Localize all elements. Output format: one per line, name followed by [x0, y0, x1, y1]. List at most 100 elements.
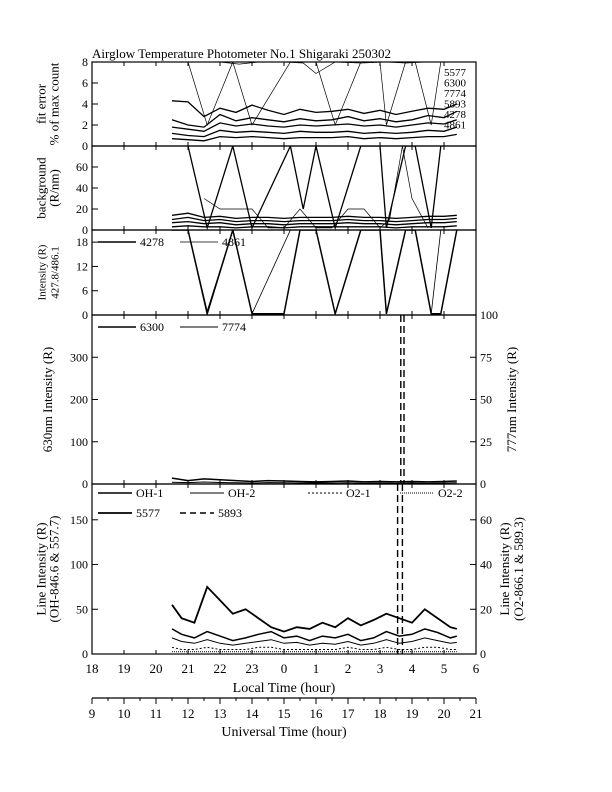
y-tick-label: 20	[76, 202, 88, 216]
y-tick-label: 0	[82, 139, 88, 153]
series-line-fit_error-4	[171, 133, 457, 142]
series-group	[171, 585, 458, 653]
y-right-tick-label: 25	[480, 435, 492, 449]
y-tick-label: 6	[82, 76, 88, 90]
utc-tick-label: 13	[214, 706, 227, 721]
series-line-fit_error-1	[171, 110, 458, 128]
local-time-tick-label: 4	[409, 661, 416, 676]
legend-label: 5893	[218, 506, 242, 520]
local-time-tick-label: 0	[281, 661, 288, 676]
utc-tick-label: 15	[278, 706, 291, 721]
utc-tick-label: 21	[470, 706, 483, 721]
series-line-OH-1	[171, 628, 458, 642]
series-line-fit_error-5	[187, 62, 442, 127]
series-line-background-4	[187, 146, 442, 230]
utc-tick-label: 14	[246, 706, 260, 721]
y-tick-label: 150	[70, 513, 88, 527]
legend-label: 6300	[140, 320, 164, 334]
local-time-tick-label: 21	[182, 661, 195, 676]
series-line-O2-1	[171, 646, 457, 650]
legend-label: 7774	[222, 320, 246, 334]
utc-tick-label: 11	[150, 706, 163, 721]
series-line-background-5	[203, 146, 429, 229]
utc-tick-label: 18	[374, 706, 387, 721]
y-axis-label: Line Intensity (R)	[34, 522, 49, 615]
legend-label: 5577	[136, 506, 160, 520]
panel-fit_error: 0 2 4 6 8 fit error% of max count 557763007774…	[34, 55, 477, 153]
series-line-fit_error-6	[219, 62, 444, 74]
y-tick-label: 12	[76, 259, 88, 273]
y-right-tick-label: 75	[480, 350, 492, 364]
y-right-axis-label: 777nm Intensity (R)	[504, 347, 519, 452]
y-axis-label: Intensity (R)	[37, 244, 49, 300]
series-line-background-2	[171, 220, 457, 226]
y-right-tick-label: 40	[480, 558, 492, 572]
series-line-fit_error-3	[171, 126, 458, 138]
legend-label: O2-2	[438, 486, 463, 500]
y-axis-label: % of max count	[47, 62, 62, 145]
legend-label: 5893	[444, 99, 467, 111]
legend-label: OH-1	[136, 486, 163, 500]
utc-tick-label: 20	[438, 706, 451, 721]
utc-tick-label: 16	[310, 706, 324, 721]
y-tick-label: 200	[70, 393, 88, 407]
y-tick-label: 60	[76, 160, 88, 174]
y-tick-label: 6	[82, 284, 88, 298]
utc-tick-label: 12	[182, 706, 195, 721]
local-time-tick-label: 5	[441, 661, 448, 676]
local-time-axis-label: Local Time (hour)	[233, 681, 336, 696]
local-time-tick-label: 22	[214, 661, 227, 676]
panel-intensity_630_777: 0 100 200 300 0 25 50 75 100 630nm Intensity (R) 7…	[40, 308, 519, 491]
y-axis-label: background	[34, 157, 49, 219]
legend-label: 4278	[140, 235, 164, 249]
y-right-tick-label: 20	[480, 602, 492, 616]
legend-label: OH-2	[228, 486, 255, 500]
local-time-tick-label: 18	[86, 661, 99, 676]
utc-tick-label: 10	[118, 706, 131, 721]
legend-label: 7774	[444, 88, 467, 100]
series-line-4278	[172, 230, 458, 315]
panel-intensity_4278_4861: 0 6 12 18 Intensity (R) 427.8/486.1 4278 4861	[37, 229, 477, 322]
chart-title: Airglow Temperature Photometer No.1 Shig…	[92, 46, 391, 61]
y-axis-label: fit error	[34, 83, 49, 124]
series-line-background-3	[171, 225, 457, 229]
panel-background: 0 20 40 60 background(R/nm)	[34, 145, 477, 237]
series-line-7774	[171, 481, 457, 484]
y-tick-label: 4	[82, 97, 88, 111]
y-tick-label: 0	[82, 477, 88, 491]
series-line-6300	[171, 477, 457, 483]
y-right-tick-label: 100	[480, 308, 498, 322]
local-time-tick-label: 1	[313, 661, 320, 676]
utc-tick-label: 19	[406, 706, 419, 721]
local-time-tick-label: 6	[473, 661, 480, 676]
y-right-axis-label: (O2-866.1 & 589.3)	[511, 517, 526, 621]
y-tick-label: 100	[70, 435, 88, 449]
legend-label: 5577	[444, 67, 467, 79]
y-tick-label: 18	[76, 235, 88, 249]
local-time-tick-label: 20	[150, 661, 163, 676]
legend-label: 6300	[444, 78, 467, 90]
legend-label: O2-1	[346, 486, 371, 500]
y-tick-label: 0	[82, 308, 88, 322]
local-time-tick-label: 23	[246, 661, 259, 676]
series-line-4861	[172, 230, 457, 315]
y-right-tick-label: 60	[480, 513, 492, 527]
series-line-5577	[171, 585, 458, 633]
y-right-axis-label: Line Intensity (R)	[497, 522, 512, 615]
y-tick-label: 40	[76, 181, 88, 195]
y-tick-label: 0	[82, 223, 88, 237]
series-group	[171, 146, 457, 230]
series-group	[171, 477, 457, 484]
y-axis-label: (OH-846.6 & 557.7)	[47, 516, 62, 623]
y-right-tick-label: 0	[480, 477, 486, 491]
y-tick-label: 50	[76, 602, 88, 616]
y-tick-label: 2	[82, 118, 88, 132]
panel-frame	[91, 314, 477, 485]
series-line-fit_error-2	[171, 119, 458, 132]
series-group	[171, 62, 458, 142]
legend-label: 4861	[444, 120, 466, 132]
